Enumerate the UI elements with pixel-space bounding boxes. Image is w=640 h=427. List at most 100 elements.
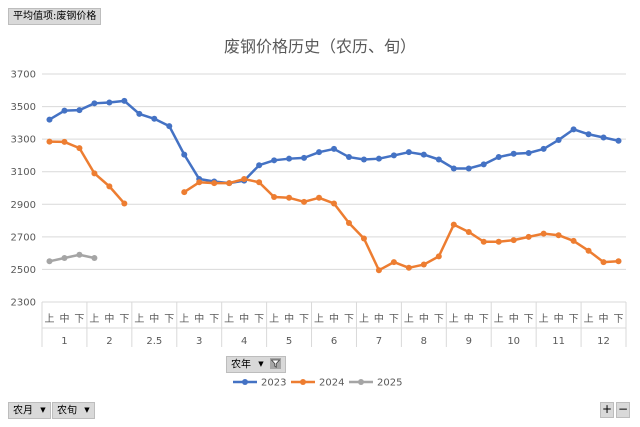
y-tick-label: 3700 bbox=[11, 70, 36, 81]
data-point bbox=[211, 180, 218, 187]
data-point bbox=[271, 157, 278, 164]
x-tick-label: 上 bbox=[584, 313, 594, 325]
x-tick-label: 中 bbox=[419, 312, 429, 325]
x-tick-label: 下 bbox=[614, 314, 624, 325]
x-tick-label: 中 bbox=[599, 312, 609, 325]
series-lines bbox=[46, 97, 622, 274]
legend-marker bbox=[300, 379, 306, 385]
dropdown-arrow-icon: ▼ bbox=[84, 406, 90, 414]
data-point bbox=[316, 194, 323, 201]
data-point bbox=[360, 156, 367, 163]
x-tick-label: 中 bbox=[284, 312, 294, 325]
data-point bbox=[615, 258, 622, 265]
x-tick-label: 中 bbox=[554, 312, 564, 325]
expand-button[interactable]: + bbox=[600, 402, 614, 418]
data-point bbox=[226, 180, 233, 187]
x-group-label: 2 bbox=[106, 336, 112, 347]
y-tick-label: 3300 bbox=[11, 135, 36, 146]
data-point bbox=[46, 258, 53, 265]
data-point bbox=[181, 151, 188, 158]
legend-label: 2025 bbox=[377, 378, 402, 389]
data-point bbox=[286, 155, 293, 162]
data-point bbox=[271, 193, 278, 200]
x-group-label: 10 bbox=[507, 336, 520, 347]
x-tick-label: 下 bbox=[479, 314, 489, 325]
data-point bbox=[166, 123, 173, 130]
pivot-value-field-button[interactable]: 平均值项:废钢价格 bbox=[8, 8, 102, 25]
data-point bbox=[76, 107, 83, 114]
y-tick-label: 2500 bbox=[11, 265, 36, 276]
data-point bbox=[196, 179, 203, 186]
data-point bbox=[585, 131, 592, 138]
data-point bbox=[450, 165, 457, 172]
x-tick-label: 中 bbox=[374, 312, 384, 325]
data-point bbox=[256, 179, 263, 186]
x-group-label: 3 bbox=[196, 336, 202, 347]
x-tick-label: 中 bbox=[329, 312, 339, 325]
data-point bbox=[91, 255, 98, 262]
legend-label: 2023 bbox=[261, 378, 286, 389]
data-point bbox=[585, 247, 592, 254]
data-point bbox=[495, 154, 502, 161]
data-point bbox=[525, 149, 532, 156]
data-point bbox=[345, 220, 352, 227]
plus-icon: + bbox=[601, 402, 613, 416]
data-point bbox=[375, 155, 382, 162]
data-point bbox=[345, 154, 352, 161]
data-point bbox=[241, 176, 248, 183]
data-point bbox=[465, 165, 472, 172]
x-tick-label: 下 bbox=[299, 314, 309, 325]
series-line-2025 bbox=[48, 253, 96, 263]
data-point bbox=[91, 170, 98, 177]
data-point bbox=[76, 145, 83, 152]
x-tick-label: 下 bbox=[569, 314, 579, 325]
data-point bbox=[495, 238, 502, 245]
x-tick-label: 中 bbox=[194, 312, 204, 325]
data-point bbox=[360, 235, 367, 242]
data-point bbox=[435, 156, 442, 163]
minus-icon: − bbox=[617, 402, 629, 416]
x-tick-label: 下 bbox=[344, 314, 354, 325]
y-tick-label: 3100 bbox=[11, 167, 36, 178]
x-group-label: 12 bbox=[597, 336, 610, 347]
data-point bbox=[106, 183, 113, 190]
data-point bbox=[181, 189, 188, 196]
chart-title: 废钢价格历史（农历、旬） bbox=[224, 37, 416, 56]
x-tick-label: 中 bbox=[464, 312, 474, 325]
collapse-button[interactable]: − bbox=[616, 402, 630, 418]
data-point bbox=[151, 115, 158, 122]
data-point bbox=[420, 261, 427, 268]
x-group-label: 11 bbox=[552, 336, 565, 347]
pivot-month-field-button[interactable]: 农月 ▼ bbox=[8, 402, 51, 419]
data-point bbox=[390, 259, 397, 266]
data-point bbox=[450, 221, 457, 228]
data-point bbox=[570, 126, 577, 133]
data-point bbox=[600, 134, 607, 141]
x-tick-label: 中 bbox=[239, 312, 249, 325]
data-point bbox=[540, 230, 547, 237]
dropdown-arrow-icon: ▼ bbox=[40, 406, 46, 414]
data-point bbox=[301, 198, 308, 205]
y-tick-label: 3500 bbox=[11, 102, 36, 113]
pivot-period-field-button[interactable]: 农旬 ▼ bbox=[52, 402, 95, 419]
axes: 23002500270029003100330035003700上中下1上中下2… bbox=[11, 70, 627, 347]
data-point bbox=[121, 97, 128, 104]
data-point bbox=[600, 259, 607, 266]
pivot-year-field-button[interactable]: 农年 ▼ bbox=[226, 356, 286, 373]
data-point bbox=[375, 267, 382, 274]
data-point bbox=[61, 138, 68, 145]
data-point bbox=[46, 138, 53, 145]
x-tick-label: 上 bbox=[224, 313, 234, 325]
x-tick-label: 下 bbox=[209, 314, 219, 325]
x-tick-label: 上 bbox=[539, 313, 549, 325]
x-group-label: 7 bbox=[376, 336, 382, 347]
data-point bbox=[286, 194, 293, 201]
data-point bbox=[405, 149, 412, 156]
y-tick-label: 2700 bbox=[11, 232, 36, 243]
data-point bbox=[106, 99, 113, 106]
data-point bbox=[390, 152, 397, 159]
data-point bbox=[555, 136, 562, 143]
y-tick-label: 2300 bbox=[11, 298, 36, 309]
data-point bbox=[301, 154, 308, 161]
x-tick-label: 下 bbox=[434, 314, 444, 325]
